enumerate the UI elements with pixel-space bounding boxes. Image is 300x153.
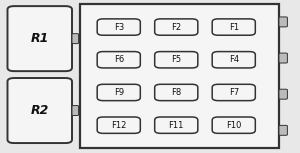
Text: F9: F9 bbox=[114, 88, 124, 97]
FancyBboxPatch shape bbox=[97, 117, 140, 133]
FancyBboxPatch shape bbox=[8, 78, 72, 143]
FancyBboxPatch shape bbox=[279, 89, 287, 99]
Text: R2: R2 bbox=[31, 104, 49, 117]
Text: F7: F7 bbox=[229, 88, 239, 97]
Text: F8: F8 bbox=[171, 88, 181, 97]
FancyBboxPatch shape bbox=[72, 34, 79, 44]
FancyBboxPatch shape bbox=[155, 84, 198, 101]
FancyBboxPatch shape bbox=[97, 84, 140, 101]
FancyBboxPatch shape bbox=[72, 106, 79, 116]
Text: F11: F11 bbox=[169, 121, 184, 130]
FancyBboxPatch shape bbox=[279, 125, 287, 135]
Text: R1: R1 bbox=[31, 32, 49, 45]
Text: F3: F3 bbox=[114, 22, 124, 32]
FancyBboxPatch shape bbox=[97, 52, 140, 68]
Text: F12: F12 bbox=[111, 121, 126, 130]
FancyBboxPatch shape bbox=[279, 17, 287, 27]
Text: F10: F10 bbox=[226, 121, 242, 130]
FancyBboxPatch shape bbox=[97, 19, 140, 35]
FancyBboxPatch shape bbox=[8, 6, 72, 71]
FancyBboxPatch shape bbox=[155, 19, 198, 35]
Text: F2: F2 bbox=[171, 22, 181, 32]
FancyBboxPatch shape bbox=[155, 117, 198, 133]
FancyBboxPatch shape bbox=[212, 84, 255, 101]
Text: F1: F1 bbox=[229, 22, 239, 32]
Text: F4: F4 bbox=[229, 55, 239, 64]
FancyBboxPatch shape bbox=[212, 117, 255, 133]
FancyBboxPatch shape bbox=[212, 19, 255, 35]
FancyBboxPatch shape bbox=[212, 52, 255, 68]
FancyBboxPatch shape bbox=[155, 52, 198, 68]
Bar bbox=[80, 4, 279, 148]
FancyBboxPatch shape bbox=[279, 53, 287, 63]
Text: F5: F5 bbox=[171, 55, 181, 64]
Text: F6: F6 bbox=[114, 55, 124, 64]
